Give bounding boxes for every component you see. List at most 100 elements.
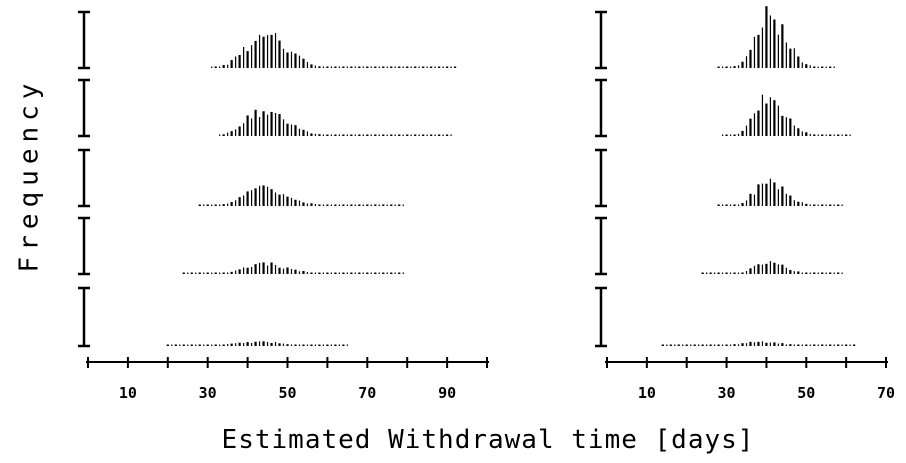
histogram-bar [841,272,843,274]
histogram-bar [781,264,784,274]
histogram-bar [350,204,353,206]
histogram-bar [290,268,293,274]
histogram-bar [322,204,325,206]
histogram-bar [378,66,380,68]
histogram-bar [410,66,412,68]
histogram-bar [709,272,712,274]
histogram-bar [378,272,380,274]
histogram-bar [789,344,792,346]
histogram-bar [833,134,835,136]
histogram-bar [745,125,748,136]
histogram-bar [785,117,787,136]
histogram-bar [785,267,787,274]
histogram-bar [725,134,728,136]
histogram-bar [749,268,752,274]
histogram-bar [773,100,776,136]
histogram-bar [753,113,756,136]
histogram-bar [203,344,205,346]
x-tick-label-30: 30 [718,384,736,402]
histogram-bar [717,344,720,346]
histogram-bar [243,267,245,274]
histogram-bar [729,134,732,136]
histogram-bar [270,34,273,68]
histogram-panel-1 [595,6,835,70]
histogram-bar [250,267,253,274]
x-tick-label-90: 90 [438,384,456,402]
histogram-bar [314,65,317,68]
histogram-bar [749,49,752,68]
histogram-bar [737,133,740,136]
histogram-bar [813,272,816,274]
histogram-bar [230,131,233,136]
histogram-bar [733,272,736,274]
histogram-bar [266,35,269,68]
histogram-bar [318,344,321,346]
left-histogram-stack: 10 30 50 70 90 [78,10,489,402]
histogram-bar [769,342,772,346]
histogram-bar [374,66,377,68]
histogram-bar [338,134,340,136]
histogram-bar [677,344,680,346]
histogram-bar [278,113,281,136]
histogram-panel-4 [78,216,404,276]
histogram-bar [817,66,819,68]
histogram-panel-5 [78,286,348,348]
histogram-bar [238,342,241,346]
histogram-bar [805,272,808,274]
histogram-bar [813,344,816,346]
histogram-bar [833,204,835,206]
histogram-bar [805,64,808,68]
x-axis-title: Estimated Withdrawal time [days] [222,425,755,455]
histogram-bar [354,272,356,274]
histogram-bar [833,66,835,68]
histogram-bar [765,183,768,206]
histogram-bar [729,272,732,274]
histogram-bar [298,344,301,346]
histogram-bar [266,341,269,346]
histogram-bar [394,66,396,68]
histogram-bar [813,134,816,136]
histogram-bar [382,272,385,274]
histogram-bar [334,272,337,274]
histogram-bar [346,344,348,346]
histogram-bar [765,6,768,69]
histogram-bar [430,134,433,136]
histogram-bar [298,200,301,206]
histogram-bar [849,134,851,136]
histogram-bar [382,204,385,206]
histogram-bar [809,344,811,346]
histogram-bar [266,186,269,206]
histogram-bar [330,204,332,206]
histogram-bar [833,272,835,274]
histogram-bar [386,204,388,206]
histogram-bar [214,272,217,274]
x-tick-label-10: 10 [119,384,137,402]
histogram-bar [398,134,401,136]
histogram-bar [777,264,779,274]
histogram-bar [825,204,827,206]
histogram-bar [402,204,404,206]
histogram-bar [434,134,436,136]
histogram-bar [761,183,764,206]
histogram-bar [330,344,332,346]
histogram-bar [302,270,305,274]
histogram-bar [414,134,417,136]
histogram-bar [753,194,756,206]
histogram-bar [757,110,760,136]
histogram-bar [394,204,396,206]
histogram-bar [235,129,237,136]
histogram-bar [769,15,772,68]
histogram-bar [243,46,245,68]
histogram-bar [825,344,827,346]
histogram-bar [326,344,329,346]
histogram-bar [346,134,348,136]
histogram-bar [243,195,245,206]
histogram-bar [222,272,225,274]
histogram-bar [326,204,329,206]
histogram-bar [274,192,277,206]
histogram-bar [230,343,233,346]
histogram-bar [238,197,241,206]
histogram-bar [262,341,265,346]
histogram-bar [219,66,221,68]
histogram-bar [737,65,740,68]
